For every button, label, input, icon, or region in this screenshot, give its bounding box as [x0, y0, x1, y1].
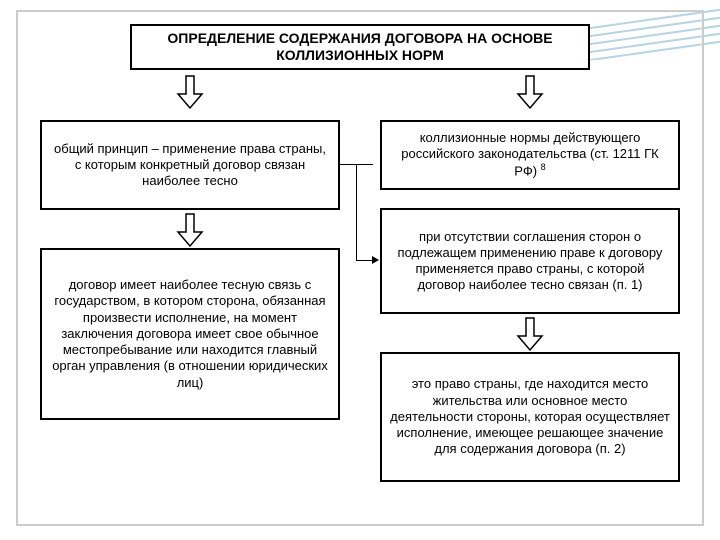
- connector-line: [356, 164, 357, 260]
- node-text: договор имеет наиболее тесную связь с го…: [50, 277, 330, 391]
- title-box: ОПРЕДЕЛЕНИЕ СОДЕРЖАНИЯ ДОГОВОРА НА ОСНОВ…: [130, 24, 590, 70]
- node-text: коллизионные нормы действующего российск…: [390, 130, 670, 180]
- title-text: ОПРЕДЕЛЕНИЕ СОДЕРЖАНИЯ ДОГОВОРА НА ОСНОВ…: [140, 30, 580, 65]
- arrow-right-icon: [372, 256, 379, 264]
- connector-line: [356, 260, 373, 261]
- node-left-principle: общий принцип – применение права страны,…: [40, 120, 340, 210]
- flowchart: ОПРЕДЕЛЕНИЕ СОДЕРЖАНИЯ ДОГОВОРА НА ОСНОВ…: [40, 24, 680, 514]
- footnote-ref: 8: [541, 162, 546, 172]
- node-text: общий принцип – применение права страны,…: [50, 141, 330, 190]
- node-text: при отсутствии соглашения сторон о подле…: [390, 229, 670, 294]
- node-left-detail: договор имеет наиболее тесную связь с го…: [40, 248, 340, 420]
- node-right-p2: это право страны, где находится место жи…: [380, 352, 680, 482]
- connector-line: [340, 164, 373, 165]
- arrow-down-icon: [176, 74, 204, 110]
- node-right-p1: при отсутствии соглашения сторон о подле…: [380, 208, 680, 314]
- node-text: это право страны, где находится место жи…: [390, 376, 670, 457]
- arrow-down-icon: [176, 212, 204, 248]
- arrow-down-icon: [516, 74, 544, 110]
- node-right-norms: коллизионные нормы действующего российск…: [380, 120, 680, 190]
- arrow-down-icon: [516, 316, 544, 352]
